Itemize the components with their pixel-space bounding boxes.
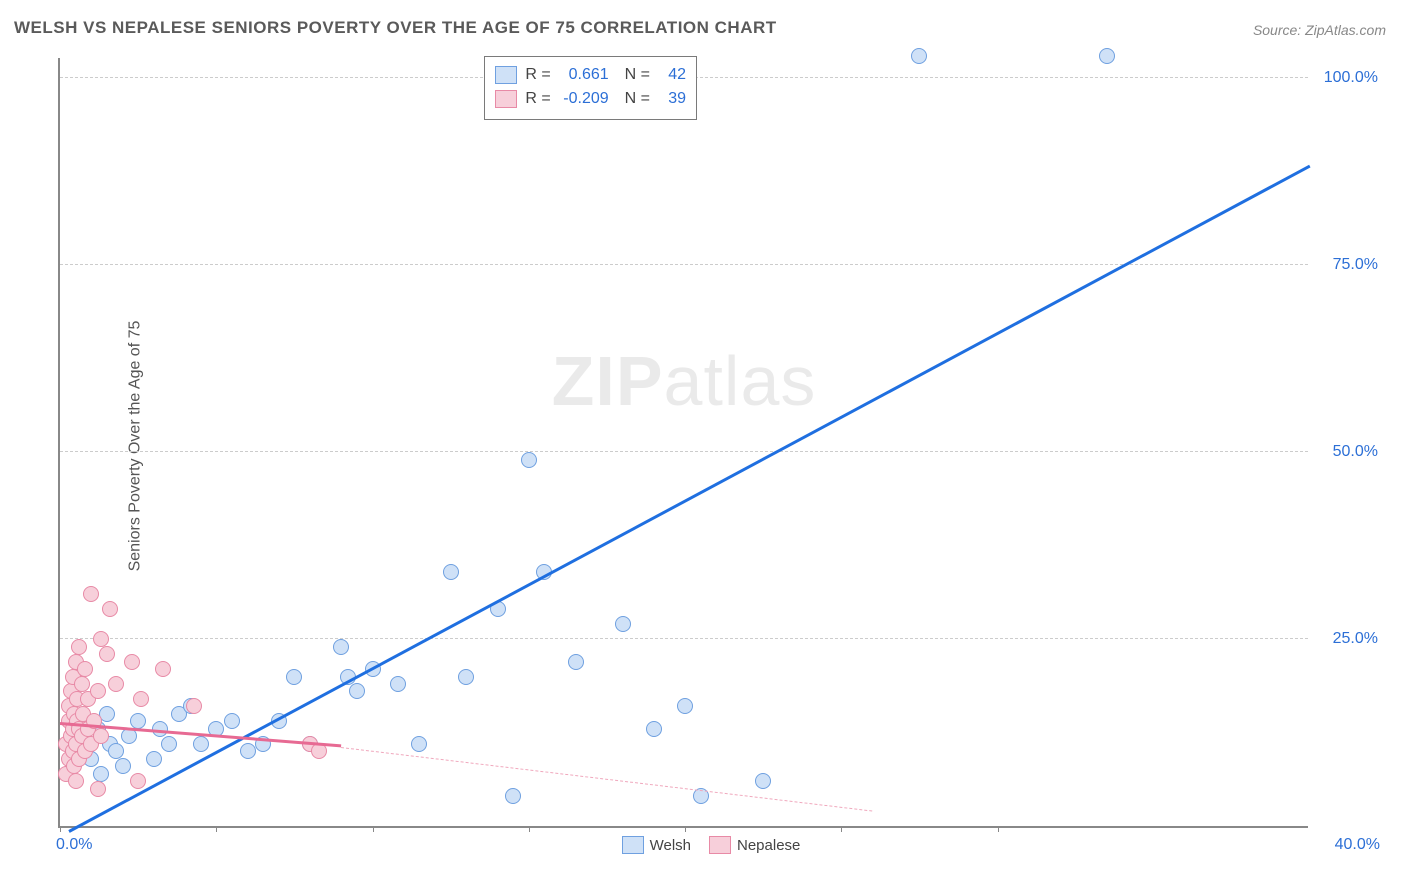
- data-point: [224, 713, 240, 729]
- gridline: [60, 451, 1308, 452]
- data-point: [443, 564, 459, 580]
- y-tick-label: 50.0%: [1318, 443, 1378, 461]
- chart-title: WELSH VS NEPALESE SENIORS POVERTY OVER T…: [14, 18, 777, 38]
- data-point: [411, 736, 427, 752]
- data-point: [193, 736, 209, 752]
- source-name: ZipAtlas.com: [1305, 22, 1386, 38]
- data-point: [755, 773, 771, 789]
- stats-row: R = -0.209 N = 39: [495, 87, 686, 111]
- stat-n-label: N =: [625, 66, 650, 84]
- data-point: [93, 766, 109, 782]
- legend-item: Nepalese: [709, 836, 800, 854]
- plot-area: ZIPatlas 25.0%50.0%75.0%100.0%0.0%40.0%R…: [58, 58, 1308, 828]
- data-point: [677, 698, 693, 714]
- data-point: [90, 781, 106, 797]
- x-tick: [841, 826, 842, 832]
- data-point: [108, 743, 124, 759]
- data-point: [133, 691, 149, 707]
- series-legend: Welsh Nepalese: [622, 836, 801, 854]
- legend-swatch: [709, 836, 731, 854]
- watermark-bold: ZIP: [552, 342, 664, 420]
- legend-label: Nepalese: [737, 837, 800, 854]
- data-point: [124, 654, 140, 670]
- trend-line: [341, 747, 872, 812]
- source-attribution: Source: ZipAtlas.com: [1253, 22, 1386, 38]
- data-point: [349, 683, 365, 699]
- data-point: [286, 669, 302, 685]
- stat-n-value: 42: [658, 66, 686, 84]
- stats-row: R = 0.661 N = 42: [495, 63, 686, 87]
- stat-n-label: N =: [625, 90, 650, 108]
- x-tick: [529, 826, 530, 832]
- data-point: [458, 669, 474, 685]
- trend-line: [69, 165, 1311, 833]
- x-tick: [685, 826, 686, 832]
- x-tick: [373, 826, 374, 832]
- data-point: [102, 601, 118, 617]
- stat-n-value: 39: [658, 90, 686, 108]
- x-tick: [60, 826, 61, 832]
- data-point: [505, 788, 521, 804]
- data-point: [108, 676, 124, 692]
- watermark: ZIPatlas: [552, 341, 817, 421]
- legend-swatch: [495, 90, 517, 108]
- data-point: [240, 743, 256, 759]
- data-point: [77, 661, 93, 677]
- stat-r-label: R =: [525, 90, 550, 108]
- data-point: [93, 631, 109, 647]
- y-tick-label: 100.0%: [1318, 69, 1378, 87]
- x-end-label: 40.0%: [1320, 836, 1380, 854]
- data-point: [90, 683, 106, 699]
- stat-r-label: R =: [525, 66, 550, 84]
- x-origin-label: 0.0%: [56, 836, 92, 854]
- stat-r-value: 0.661: [559, 66, 609, 84]
- legend-label: Welsh: [650, 837, 691, 854]
- y-tick-label: 75.0%: [1318, 256, 1378, 274]
- y-tick-label: 25.0%: [1318, 630, 1378, 648]
- data-point: [161, 736, 177, 752]
- data-point: [1099, 48, 1115, 64]
- data-point: [130, 773, 146, 789]
- gridline: [60, 638, 1308, 639]
- data-point: [71, 639, 87, 655]
- data-point: [521, 452, 537, 468]
- data-point: [390, 676, 406, 692]
- legend-swatch: [495, 66, 517, 84]
- correlation-stats-box: R = 0.661 N = 42 R = -0.209 N = 39: [484, 56, 697, 120]
- watermark-rest: atlas: [664, 342, 817, 420]
- data-point: [68, 773, 84, 789]
- data-point: [333, 639, 349, 655]
- data-point: [155, 661, 171, 677]
- x-tick: [216, 826, 217, 832]
- source-prefix: Source:: [1253, 22, 1305, 38]
- data-point: [911, 48, 927, 64]
- data-point: [615, 616, 631, 632]
- legend-item: Welsh: [622, 836, 691, 854]
- data-point: [99, 646, 115, 662]
- legend-swatch: [622, 836, 644, 854]
- x-tick: [998, 826, 999, 832]
- data-point: [83, 586, 99, 602]
- data-point: [74, 676, 90, 692]
- stat-r-value: -0.209: [559, 90, 609, 108]
- data-point: [146, 751, 162, 767]
- data-point: [115, 758, 131, 774]
- correlation-chart: WELSH VS NEPALESE SENIORS POVERTY OVER T…: [0, 0, 1406, 892]
- data-point: [93, 728, 109, 744]
- data-point: [646, 721, 662, 737]
- data-point: [568, 654, 584, 670]
- data-point: [186, 698, 202, 714]
